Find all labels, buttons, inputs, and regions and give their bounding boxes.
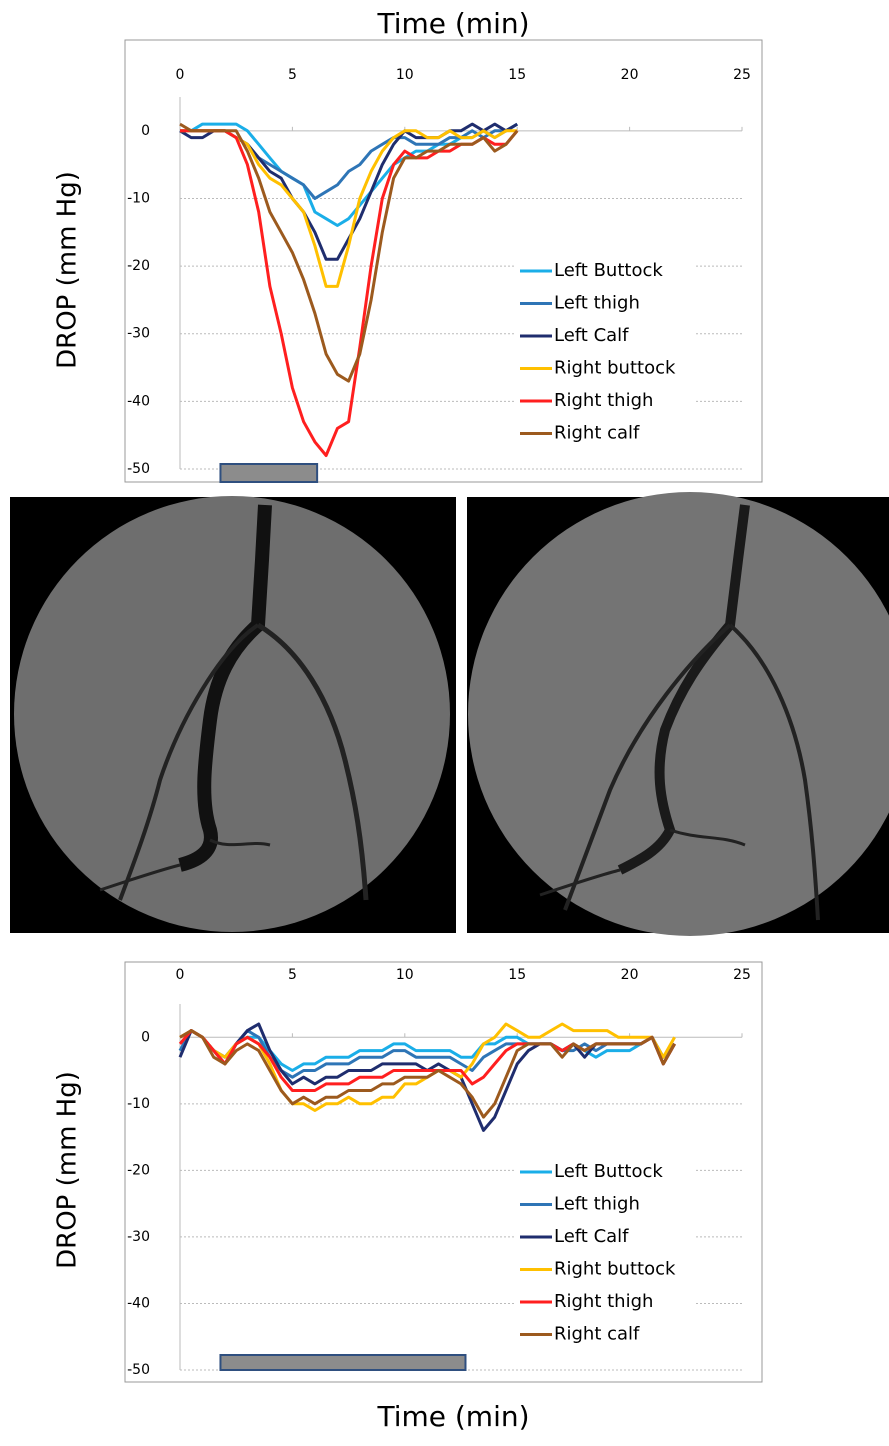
y-tick-label: 0 <box>141 123 150 139</box>
legend-label: Left Calf <box>554 1226 629 1247</box>
x-tick-label: 20 <box>621 67 639 83</box>
series-line <box>179 122 519 383</box>
legend-label: Right thigh <box>554 1291 653 1312</box>
series-line <box>179 1029 676 1119</box>
x-tick-label: 5 <box>288 967 297 983</box>
y-tick-label: -50 <box>127 461 150 477</box>
legend-label: Right thigh <box>554 390 653 411</box>
legend-label: Left thigh <box>554 1194 640 1215</box>
legend-label: Left Calf <box>554 325 629 346</box>
x-tick-label: 25 <box>733 967 751 983</box>
legend-label: Left Buttock <box>554 260 663 281</box>
x-tick-label: 10 <box>396 67 414 83</box>
angiography-right <box>467 492 889 936</box>
chart-title: Time (min) <box>376 1400 529 1433</box>
y-tick-label: -20 <box>127 1162 150 1178</box>
x-tick-label: 15 <box>508 67 526 83</box>
y-tick-label: -30 <box>127 326 150 342</box>
treatment-span <box>219 1354 467 1371</box>
y-tick-label: -10 <box>127 1096 150 1112</box>
x-tick-label: 20 <box>621 967 639 983</box>
legend-label: Left Buttock <box>554 1161 663 1182</box>
y-tick-label: -20 <box>127 258 150 274</box>
x-tick-label: 15 <box>508 967 526 983</box>
y-tick-label: -50 <box>127 1362 150 1378</box>
y-tick-label: -40 <box>127 1295 150 1311</box>
x-tick-label: 0 <box>176 967 185 983</box>
legend-label: Right calf <box>554 1324 640 1345</box>
y-tick-label: -30 <box>127 1229 150 1245</box>
x-tick-label: 25 <box>733 67 751 83</box>
y-axis-label: DROP (mm Hg) <box>53 171 83 369</box>
y-tick-label: 0 <box>141 1029 150 1045</box>
legend-box <box>515 255 695 450</box>
x-tick-label: 0 <box>176 67 185 83</box>
x-tick-label: 5 <box>288 67 297 83</box>
legend-label: Right buttock <box>554 1259 676 1280</box>
y-axis-label: DROP (mm Hg) <box>53 1071 83 1269</box>
angiography-left <box>10 496 456 933</box>
legend-label: Right buttock <box>554 358 676 379</box>
y-tick-label: -10 <box>127 190 150 206</box>
chart-title: Time (min) <box>376 7 529 40</box>
legend-label: Right calf <box>554 423 640 444</box>
x-tick-label: 10 <box>396 967 414 983</box>
legend-box <box>515 1156 695 1351</box>
y-tick-label: -40 <box>127 393 150 409</box>
legend-label: Left thigh <box>554 293 640 314</box>
treatment-span <box>219 463 319 483</box>
